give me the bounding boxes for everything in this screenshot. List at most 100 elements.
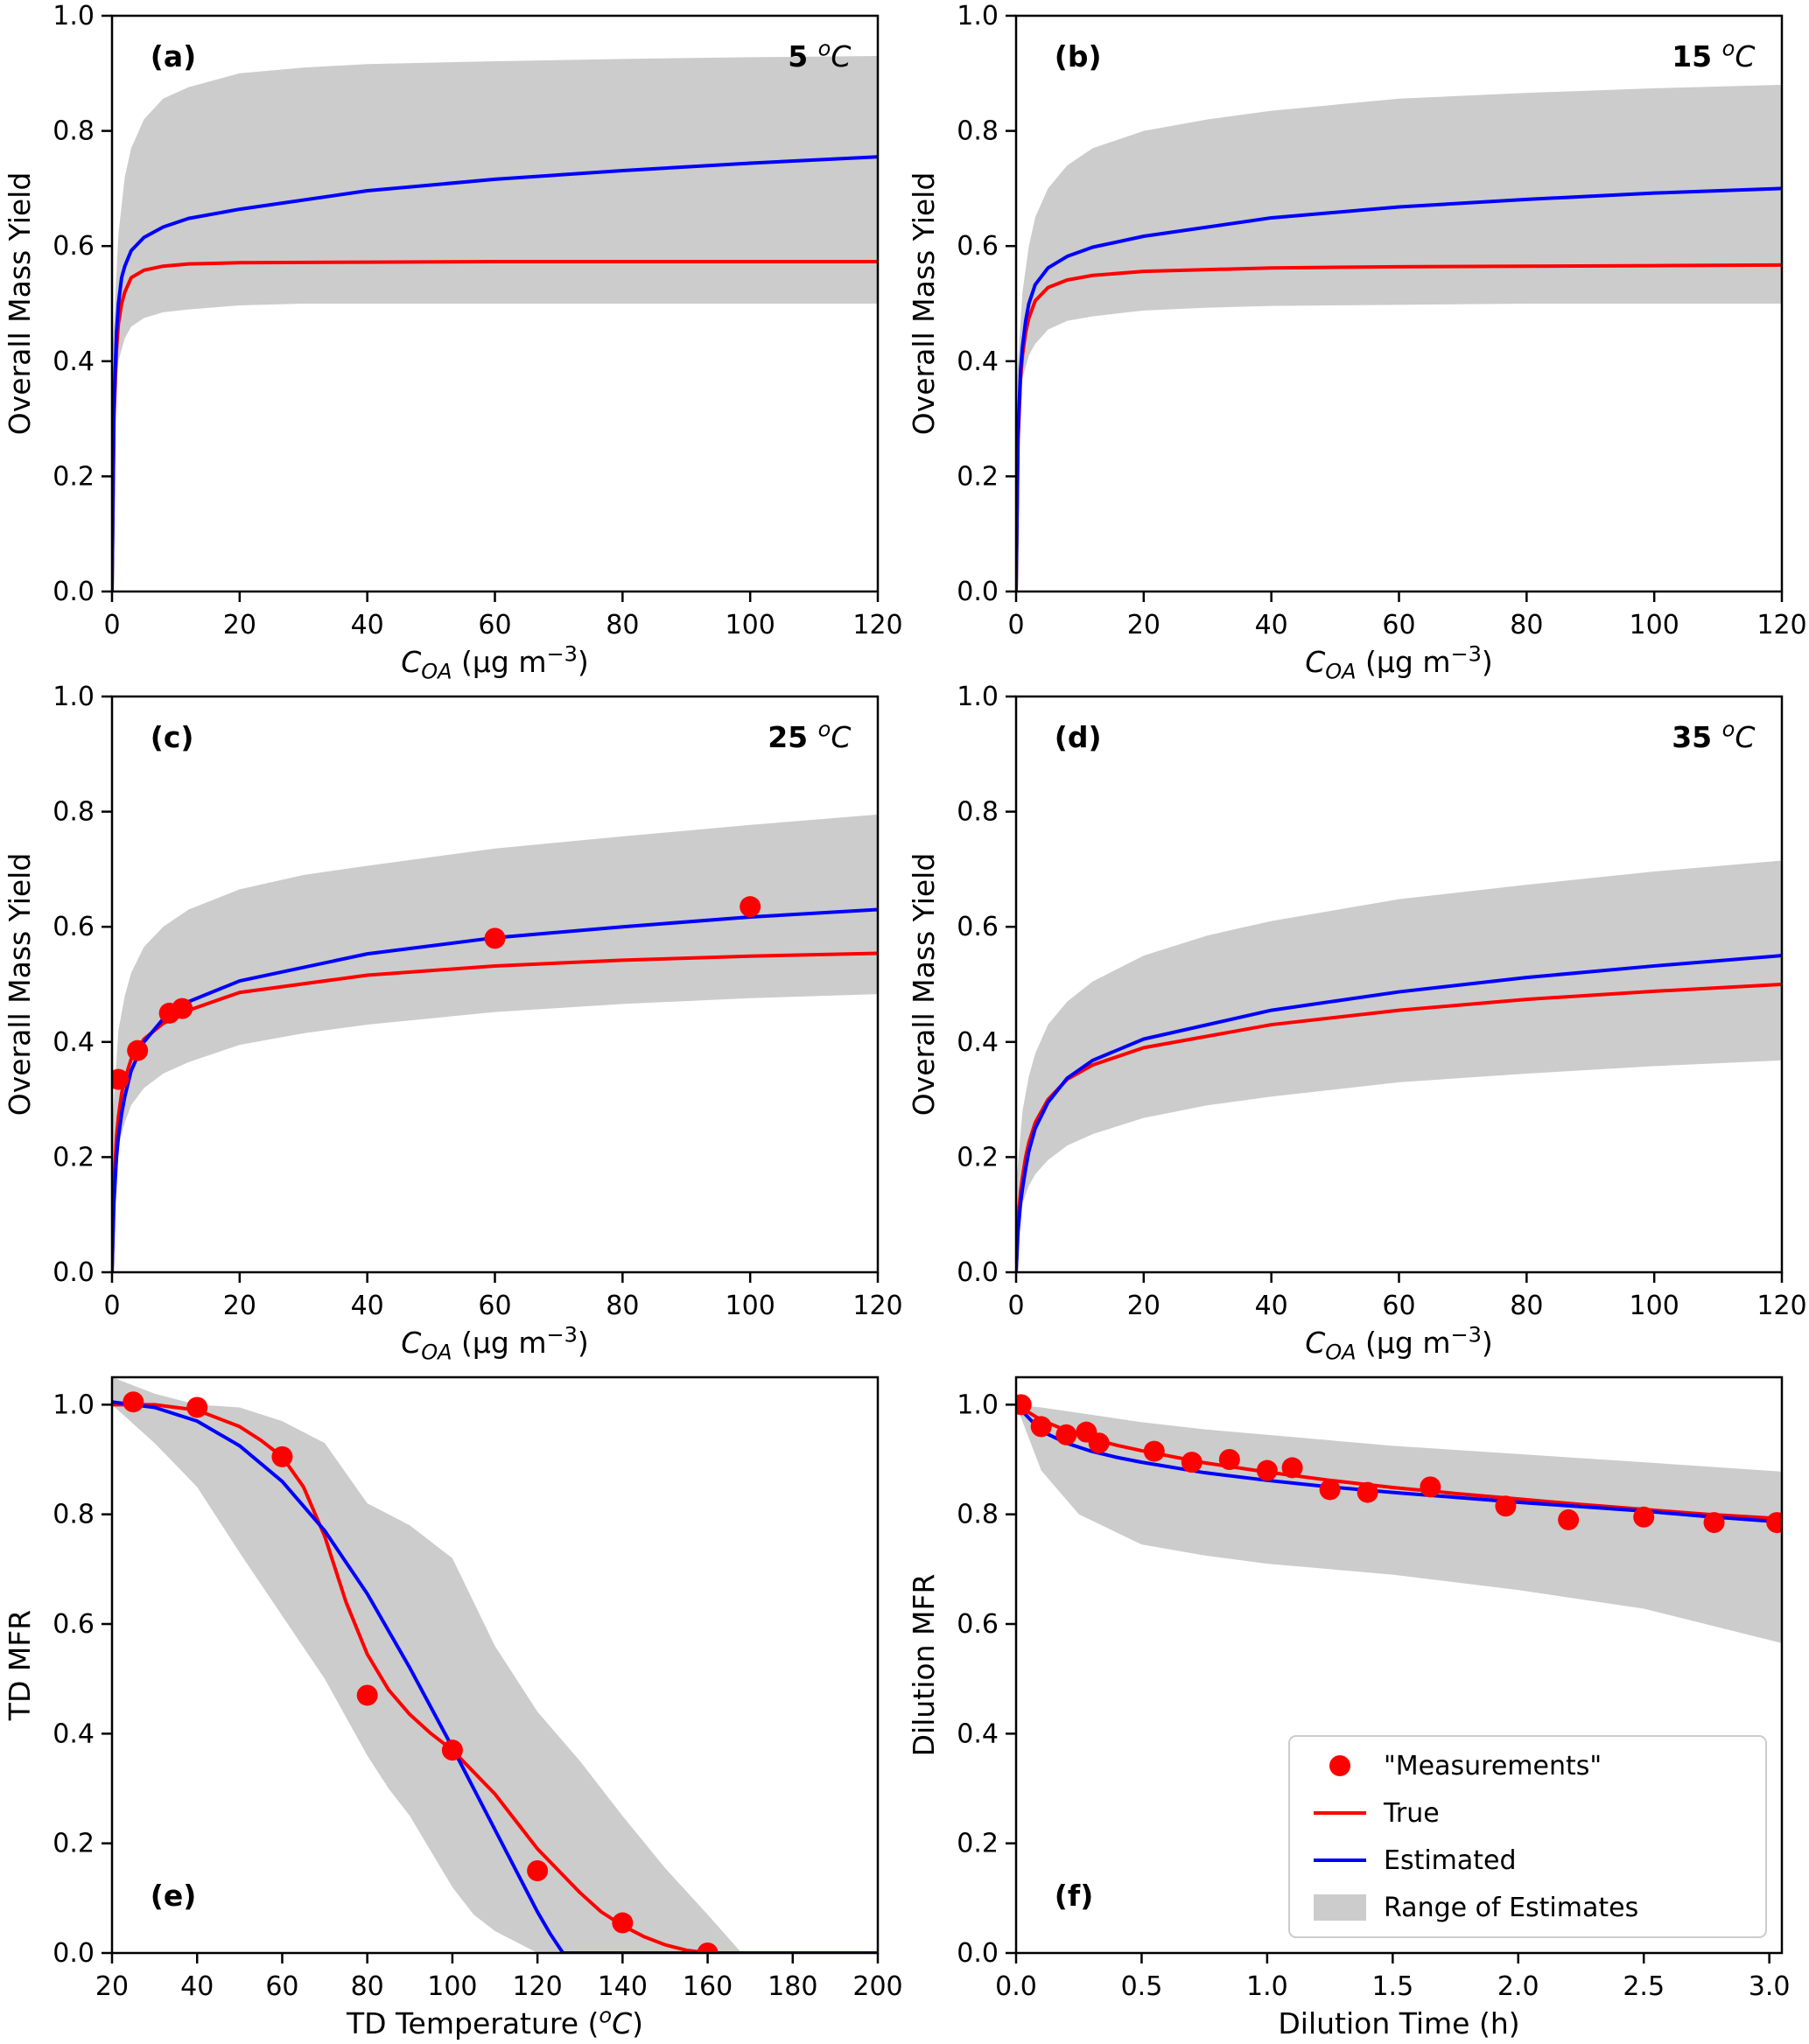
panel-a-chart: 0 20 40 60 80 100 120 0.0 0.2 0.4 0.6 0.8 1.0 COA (μg… (3, 1, 903, 681)
svg-text:120: 120 (1756, 610, 1806, 640)
svg-text:True: True (1383, 1798, 1440, 1829)
svg-text:0.0: 0.0 (957, 1257, 999, 1288)
svg-text:5 oC: 5 oC (788, 37, 851, 74)
svg-text:25 oC: 25 oC (768, 718, 851, 755)
svg-text:100: 100 (1630, 610, 1679, 640)
svg-text:0.2: 0.2 (53, 1829, 95, 1859)
panel-d-chart: 0 20 40 60 80 100 120 0.0 0.2 0.4 0.6 0.8 1.0 COA (μg… (907, 682, 1807, 1362)
svg-text:200: 200 (852, 1971, 902, 2002)
svg-text:0.4: 0.4 (957, 1718, 999, 1749)
svg-text:100: 100 (726, 610, 775, 640)
panel-e: 20 40 60 80 100 120 140 160 180 200 0.0 0.2 0.4 0.6 0.… (0, 1362, 904, 2042)
svg-text:60: 60 (1382, 1291, 1415, 1321)
svg-text:Dilution Time (h): Dilution Time (h) (1278, 2006, 1519, 2040)
panel-d: 0 20 40 60 80 100 120 0.0 0.2 0.4 0.6 0.8 1.0 COA (μg… (904, 681, 1808, 1362)
svg-text:1.0: 1.0 (53, 682, 95, 712)
svg-text:80: 80 (1510, 1291, 1543, 1321)
svg-text:0.6: 0.6 (957, 912, 999, 942)
svg-text:0.2: 0.2 (53, 1142, 95, 1172)
svg-text:40: 40 (1255, 610, 1288, 640)
svg-text:(a): (a) (151, 39, 196, 74)
svg-text:1.5: 1.5 (1371, 1971, 1413, 2002)
panel-b-chart: 0 20 40 60 80 100 120 0.0 0.2 0.4 0.6 0.8 1.0 COA (μg… (907, 1, 1807, 681)
svg-text:0: 0 (1007, 610, 1024, 640)
svg-text:80: 80 (1510, 610, 1543, 640)
svg-text:COA (μg m−3): COA (μg m−3) (1305, 641, 1493, 681)
svg-text:"Measurements": "Measurements" (1384, 1751, 1602, 1782)
svg-text:60: 60 (265, 1971, 298, 2002)
svg-text:40: 40 (351, 1291, 384, 1321)
svg-text:TD Temperature (oC): TD Temperature (oC) (346, 2003, 643, 2040)
svg-text:0.6: 0.6 (53, 231, 95, 262)
svg-text:2.0: 2.0 (1497, 1971, 1539, 2002)
svg-text:100: 100 (1630, 1291, 1679, 1321)
svg-text:COA (μg m−3): COA (μg m−3) (1305, 1322, 1493, 1362)
svg-text:COA (μg m−3): COA (μg m−3) (401, 1322, 589, 1362)
panel-a: 0 20 40 60 80 100 120 0.0 0.2 0.4 0.6 0.8 1.0 COA (μg… (0, 0, 904, 681)
panel-c: 0 20 40 60 80 100 120 0.0 0.2 0.4 0.6 0.8 1.0 COA (μg… (0, 681, 904, 1362)
svg-text:1.0: 1.0 (957, 1390, 999, 1420)
svg-text:Overall Mass Yield: Overall Mass Yield (3, 172, 37, 436)
svg-text:0.4: 0.4 (53, 1718, 95, 1749)
svg-text:0.4: 0.4 (957, 1027, 999, 1058)
svg-text:Dilution MFR: Dilution MFR (907, 1574, 941, 1757)
svg-text:15 oC: 15 oC (1672, 37, 1755, 74)
svg-text:120: 120 (852, 1291, 902, 1321)
svg-text:0.2: 0.2 (957, 461, 999, 492)
svg-text:3.0: 3.0 (1749, 1971, 1791, 2002)
svg-text:60: 60 (478, 610, 511, 640)
svg-text:Overall Mass Yield: Overall Mass Yield (907, 172, 941, 436)
svg-text:(f): (f) (1055, 1879, 1094, 1913)
svg-text:20: 20 (95, 1971, 129, 2002)
svg-text:80: 80 (351, 1971, 384, 2002)
svg-text:0.4: 0.4 (53, 346, 95, 377)
svg-text:0.6: 0.6 (957, 231, 999, 262)
svg-text:20: 20 (1127, 1291, 1160, 1321)
svg-text:20: 20 (223, 1291, 256, 1321)
svg-text:1.0: 1.0 (957, 682, 999, 712)
svg-text:120: 120 (1756, 1291, 1806, 1321)
svg-text:0.0: 0.0 (957, 1938, 999, 1969)
svg-text:0.8: 0.8 (53, 797, 95, 828)
svg-text:120: 120 (512, 1971, 562, 2002)
svg-text:0.0: 0.0 (995, 1971, 1037, 2002)
svg-text:0.5: 0.5 (1121, 1971, 1163, 2002)
svg-text:40: 40 (180, 1971, 214, 2002)
svg-text:0.8: 0.8 (957, 797, 999, 828)
svg-text:2.5: 2.5 (1623, 1971, 1665, 2002)
svg-text:100: 100 (726, 1291, 775, 1321)
svg-text:0.8: 0.8 (53, 1500, 95, 1530)
svg-text:100: 100 (427, 1971, 477, 2002)
svg-text:0.0: 0.0 (53, 1938, 95, 1969)
svg-text:1.0: 1.0 (53, 1, 95, 32)
svg-text:1.0: 1.0 (1246, 1971, 1288, 2002)
svg-text:(e): (e) (151, 1879, 197, 1913)
svg-text:0.0: 0.0 (53, 1257, 95, 1288)
svg-text:120: 120 (852, 610, 902, 640)
svg-text:1.0: 1.0 (53, 1390, 95, 1420)
svg-text:20: 20 (1127, 610, 1160, 640)
svg-text:160: 160 (683, 1971, 733, 2002)
svg-text:20: 20 (223, 610, 256, 640)
svg-text:80: 80 (606, 1291, 639, 1321)
svg-text:Overall Mass Yield: Overall Mass Yield (3, 853, 37, 1116)
panel-c-chart: 0 20 40 60 80 100 120 0.0 0.2 0.4 0.6 0.8 1.0 COA (μg… (3, 682, 903, 1362)
svg-text:Overall Mass Yield: Overall Mass Yield (907, 853, 941, 1116)
panel-e-chart: 20 40 60 80 100 120 140 160 180 200 0.0 0.2 0.4 0.6 0.… (3, 1376, 903, 2040)
svg-text:180: 180 (768, 1971, 817, 2002)
svg-text:Estimated: Estimated (1384, 1845, 1517, 1876)
panel-b: 0 20 40 60 80 100 120 0.0 0.2 0.4 0.6 0.8 1.0 COA (μg… (904, 0, 1808, 681)
svg-text:80: 80 (606, 610, 639, 640)
svg-text:0.8: 0.8 (957, 1500, 999, 1530)
svg-text:0.8: 0.8 (957, 116, 999, 147)
svg-text:0.4: 0.4 (957, 346, 999, 377)
svg-text:0.0: 0.0 (53, 577, 95, 607)
svg-text:35 oC: 35 oC (1672, 718, 1755, 755)
svg-text:0.2: 0.2 (957, 1142, 999, 1172)
svg-text:40: 40 (1255, 1291, 1288, 1321)
svg-text:Range of Estimates: Range of Estimates (1384, 1893, 1638, 1923)
svg-text:0.2: 0.2 (957, 1829, 999, 1859)
svg-text:0.4: 0.4 (53, 1027, 95, 1058)
svg-text:0.2: 0.2 (53, 461, 95, 492)
